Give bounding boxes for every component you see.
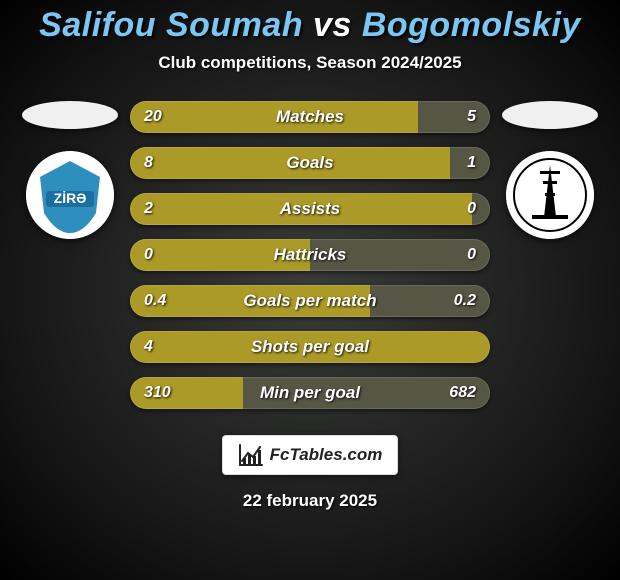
fctables-logo: FcTables.com [222, 435, 398, 475]
stat-label: Assists [280, 199, 340, 219]
stat-value-player2: 682 [449, 384, 476, 402]
stat-value-player1: 2 [144, 200, 153, 218]
player2-club-badge [506, 151, 594, 239]
stat-value-player2: 0.2 [454, 292, 476, 310]
comparison-infographic: Salifou Soumah vs Bogomolskiy Club compe… [0, 0, 620, 580]
stat-row: 0.4 Goals per match 0.2 [130, 285, 490, 317]
page-title: Salifou Soumah vs Bogomolskiy [39, 6, 581, 45]
player2-flag [502, 101, 598, 129]
fctables-chart-icon [238, 443, 264, 467]
player1-flag [22, 101, 118, 129]
svg-text:ZİRƏ: ZİRƏ [54, 190, 87, 206]
stat-label: Matches [276, 107, 344, 127]
zira-badge-svg: ZİRƏ [26, 151, 114, 239]
subtitle: Club competitions, Season 2024/2025 [158, 53, 461, 73]
stat-value-player2: 0 [467, 246, 476, 264]
title-player1: Salifou Soumah [39, 6, 303, 44]
stat-value-player1: 8 [144, 154, 153, 172]
title-player2: Bogomolskiy [362, 6, 581, 44]
player1-club-badge: ZİRƏ [26, 151, 114, 239]
stat-value-player1: 20 [144, 108, 162, 126]
stat-row: 0 Hattricks 0 [130, 239, 490, 271]
stat-label: Goals [286, 153, 333, 173]
left-column: ZİRƏ [10, 101, 130, 239]
stat-bar-player2 [418, 101, 490, 133]
stat-row: 310 Min per goal 682 [130, 377, 490, 409]
stat-label: Shots per goal [251, 337, 369, 357]
fctables-text: FcTables.com [270, 445, 383, 465]
stat-bar-player1 [130, 101, 418, 133]
stat-value-player1: 0 [144, 246, 153, 264]
stat-row: 4 Shots per goal [130, 331, 490, 363]
stat-row: 20 Matches 5 [130, 101, 490, 133]
stats-column: 20 Matches 5 8 Goals 1 2 Assists 0 0 Hattricks 0 0.4… [130, 101, 490, 409]
stat-label: Goals per match [243, 291, 376, 311]
neftchi-badge-svg [506, 151, 594, 239]
stat-value-player1: 0.4 [144, 292, 166, 310]
title-vs: vs [313, 6, 352, 44]
footer-date: 22 february 2025 [243, 491, 377, 511]
main-row: ZİRƏ 20 Matches 5 8 Goals 1 2 Assists 0 0 Hattrick… [0, 101, 620, 409]
right-column [490, 101, 610, 239]
stat-row: 8 Goals 1 [130, 147, 490, 179]
stat-value-player2: 0 [467, 200, 476, 218]
stat-label: Hattricks [274, 245, 347, 265]
stat-value-player2: 5 [467, 108, 476, 126]
stat-value-player1: 310 [144, 384, 171, 402]
stat-label: Min per goal [260, 383, 360, 403]
stat-row: 2 Assists 0 [130, 193, 490, 225]
stat-value-player2: 1 [467, 154, 476, 172]
stat-value-player1: 4 [144, 338, 153, 356]
